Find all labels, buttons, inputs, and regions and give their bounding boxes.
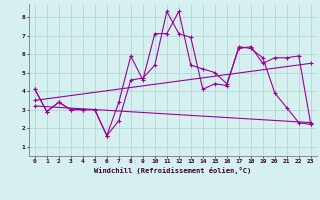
X-axis label: Windchill (Refroidissement éolien,°C): Windchill (Refroidissement éolien,°C) bbox=[94, 167, 252, 174]
